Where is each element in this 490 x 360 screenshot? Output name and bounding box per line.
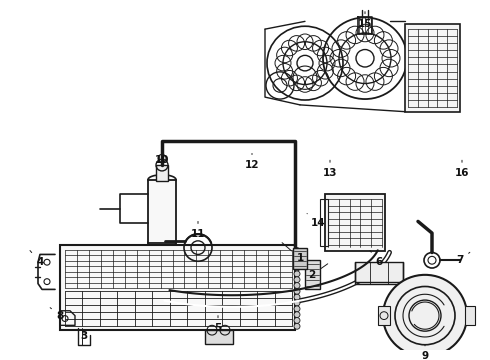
Text: 14: 14 bbox=[307, 213, 325, 228]
Bar bbox=[293, 248, 307, 269]
Text: 10: 10 bbox=[155, 147, 169, 165]
Circle shape bbox=[294, 288, 300, 294]
Circle shape bbox=[294, 323, 300, 329]
Circle shape bbox=[294, 253, 300, 259]
Circle shape bbox=[294, 318, 300, 323]
Bar bbox=[305, 260, 320, 289]
Circle shape bbox=[294, 248, 300, 253]
Text: 6: 6 bbox=[370, 251, 383, 267]
Circle shape bbox=[294, 306, 300, 312]
Bar bbox=[355, 262, 403, 282]
Bar bbox=[465, 306, 475, 325]
Bar bbox=[320, 199, 328, 246]
Circle shape bbox=[294, 294, 300, 300]
Bar bbox=[60, 245, 295, 330]
Circle shape bbox=[294, 271, 300, 277]
Bar bbox=[156, 165, 168, 181]
Circle shape bbox=[294, 312, 300, 318]
Text: 8: 8 bbox=[50, 308, 64, 321]
Text: 15: 15 bbox=[358, 12, 372, 29]
Bar bbox=[205, 330, 233, 344]
Text: 13: 13 bbox=[323, 160, 337, 178]
Circle shape bbox=[294, 300, 300, 306]
Text: 16: 16 bbox=[455, 160, 469, 178]
Text: 1: 1 bbox=[282, 243, 304, 263]
Ellipse shape bbox=[148, 175, 176, 185]
Circle shape bbox=[294, 265, 300, 271]
Circle shape bbox=[294, 283, 300, 288]
Text: 7: 7 bbox=[456, 252, 470, 265]
Circle shape bbox=[294, 277, 300, 283]
Bar bbox=[405, 24, 460, 112]
Text: 12: 12 bbox=[245, 153, 259, 170]
Bar bbox=[325, 194, 385, 251]
Text: 11: 11 bbox=[191, 221, 205, 239]
Text: 3: 3 bbox=[80, 331, 88, 341]
Text: 5: 5 bbox=[215, 316, 221, 333]
Bar bbox=[378, 306, 390, 325]
Bar bbox=[148, 180, 176, 243]
Text: 9: 9 bbox=[421, 345, 429, 360]
Text: 2: 2 bbox=[308, 264, 328, 280]
Circle shape bbox=[294, 259, 300, 265]
Text: 4: 4 bbox=[30, 251, 44, 267]
Ellipse shape bbox=[148, 238, 176, 248]
Circle shape bbox=[383, 275, 467, 356]
